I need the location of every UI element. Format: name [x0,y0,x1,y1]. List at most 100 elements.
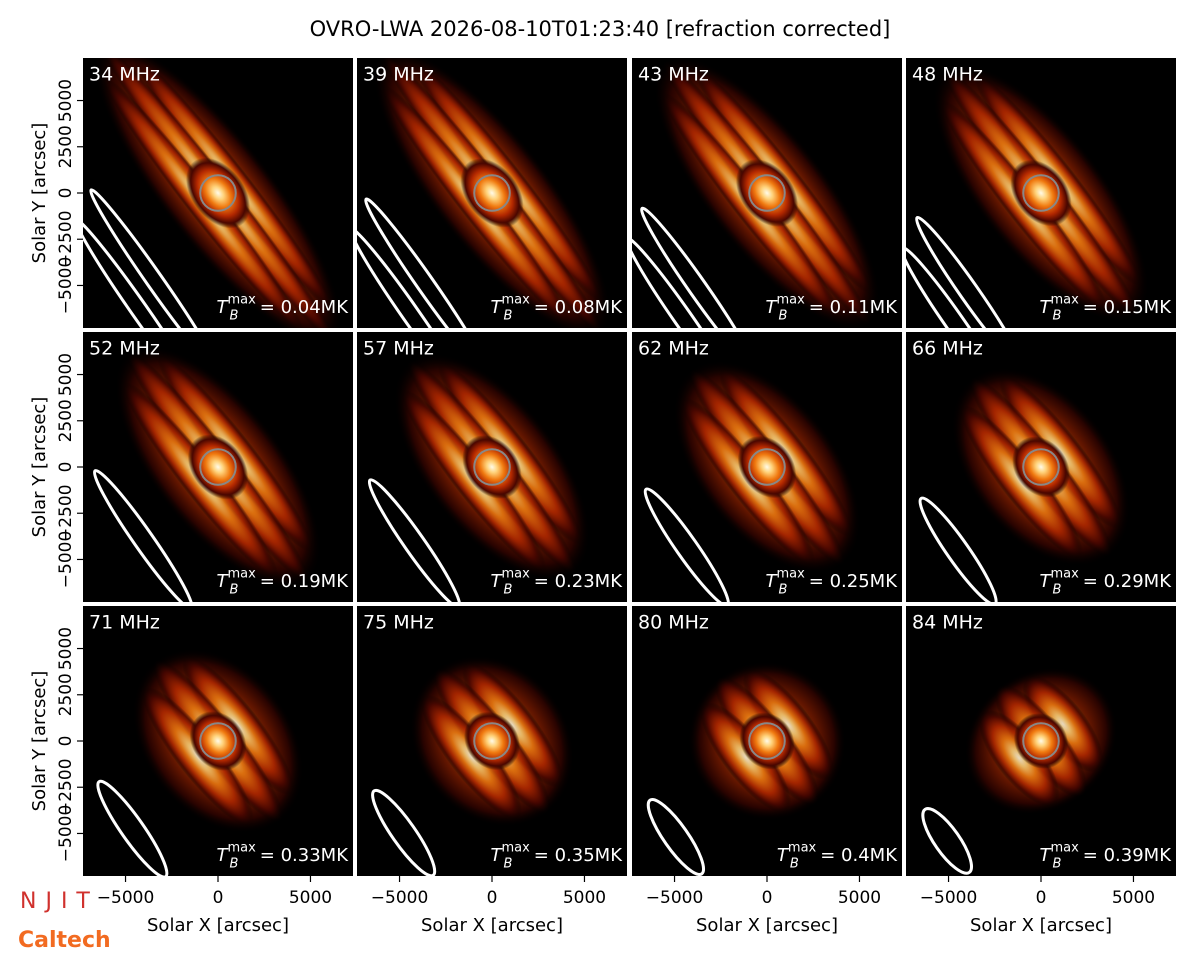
solar-disk [1022,722,1060,760]
frequency-label: 71 MHz [89,612,160,634]
solar-disk [473,722,511,760]
x-tick-label: 5000 [563,888,606,908]
beam [367,478,462,602]
emission [687,661,847,821]
tb-max-subscript: B [229,583,238,598]
solar-disk [199,174,237,212]
frequency-label: 75 MHz [363,612,434,634]
emission-streak [462,662,564,788]
x-tick-label: −5000 [371,888,429,908]
emission [653,58,881,328]
panel [357,606,627,876]
y-axis-label: Solar Y [arcsec] [29,397,50,538]
solar-disk [199,722,237,760]
tb-max-value: = 0.23MK [534,571,623,592]
y-tick-label: −5000 [56,805,76,863]
emission-core [185,157,251,229]
solar-disk [748,174,786,212]
solar-disk [1022,448,1060,486]
x-tick-label: 5000 [1112,888,1155,908]
x-tick-label: 0 [213,888,224,908]
x-axis-label: Solar X [arcsec] [421,915,563,936]
x-tick-label: −5000 [646,888,704,908]
emission-streak [700,702,792,813]
panel [357,58,627,328]
emission [114,345,322,589]
tb-max-subscript: B [1052,309,1061,324]
x-tick-label: −5000 [920,888,978,908]
emission [673,360,861,574]
x-tick-label: −5000 [97,888,155,908]
frequency-label: 80 MHz [638,612,709,634]
y-tick-label: −2500 [56,210,76,268]
emission-streak [420,694,522,820]
y-tick-label: −5000 [56,531,76,589]
emission-streak [978,709,1060,807]
emission-streak [1022,675,1104,773]
tb-max-symbol: T [765,297,778,318]
beam [92,469,194,602]
tb-max-subscript: B [1052,857,1061,872]
tb-max-subscript: B [778,583,787,598]
x-tick-label: 0 [762,888,773,908]
y-tick-label: 2500 [56,125,76,168]
frequency-label: 62 MHz [638,338,709,360]
tb-max-subscript: B [503,857,512,872]
emission-core [460,158,524,228]
tb-max-value: = 0.25MK [809,571,898,592]
tb-max-superscript: max [788,841,817,856]
emission-streak [742,669,834,780]
figure-title: OVRO-LWA 2026-08-10T01:23:40 [refraction… [310,17,891,41]
solar-disk [473,448,511,486]
solar-disk [199,448,237,486]
emission [932,63,1150,323]
panel [906,332,1176,602]
tb-max-value: = 0.04MK [260,297,349,318]
tb-max-superscript: max [501,841,530,856]
panel [632,58,902,328]
y-tick-label: 0 [56,462,76,473]
tb-max-value: = 0.19MK [260,571,349,592]
beam [918,496,998,602]
emission-core [463,711,521,771]
x-tick-label: 0 [487,888,498,908]
frequency-label: 57 MHz [363,338,434,360]
emission-core [189,711,247,771]
tb-max-symbol: T [1039,571,1052,592]
tb-max-superscript: max [227,841,256,856]
frequency-label: 34 MHz [89,64,160,86]
tb-max-superscript: max [1050,293,1079,308]
tb-max-subscript: B [229,309,238,324]
y-tick-label: 2500 [56,399,76,442]
beam [364,197,487,328]
tb-max-symbol: T [216,845,229,866]
tb-max-value: = 0.33MK [260,845,349,866]
panel [357,332,627,602]
emission [393,353,591,581]
tb-max-symbol: T [1039,297,1052,318]
y-tick-label: 5000 [56,627,76,670]
tb-max-subscript: B [778,309,787,324]
tb-max-symbol: T [216,571,229,592]
frequency-label: 66 MHz [912,338,983,360]
panel [906,58,1176,328]
emission [373,58,611,328]
solar-disk [748,448,786,486]
frequency-label: 43 MHz [638,64,709,86]
panel [83,58,353,328]
tb-max-superscript: max [1050,841,1079,856]
beam [357,227,472,328]
emission-core [739,712,795,770]
panel [632,332,902,602]
tb-max-symbol: T [1039,845,1052,866]
beam [646,798,706,876]
y-axis-label: Solar Y [arcsec] [29,671,50,812]
tb-max-subscript: B [503,583,512,598]
y-tick-label: 5000 [56,79,76,122]
tb-max-symbol: T [765,571,778,592]
x-tick-label: 5000 [838,888,881,908]
emission [132,648,304,834]
y-tick-label: −2500 [56,484,76,542]
tb-max-value: = 0.29MK [1083,571,1172,592]
